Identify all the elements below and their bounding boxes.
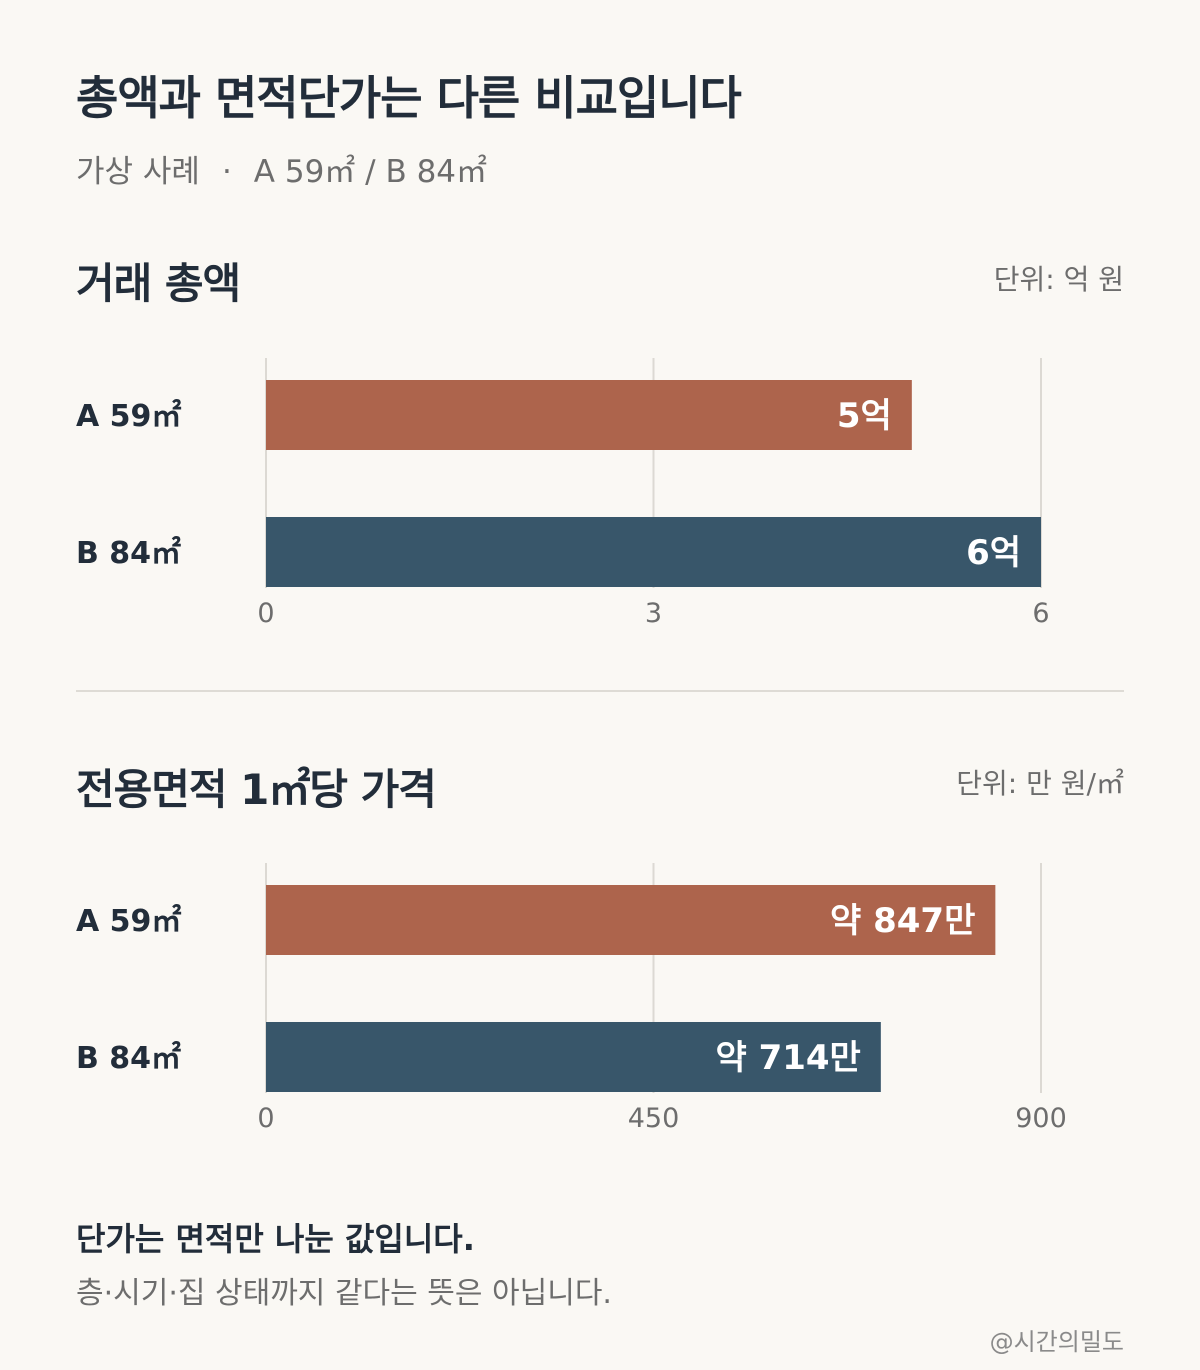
tick-label-2: 900 — [1015, 1103, 1067, 1134]
footer-note-bold: 단가는 면적만 나눈 값입니다. — [76, 1220, 475, 1258]
page-subtitle: 가상 사례 · A 59㎡ / B 84㎡ — [76, 146, 487, 191]
chart-2-title: 전용면적 1㎡당 가격 — [76, 765, 437, 814]
bar-value-label: 약 847만 — [830, 901, 975, 941]
bar-b — [266, 1022, 881, 1092]
credit: @시간의밀도 — [989, 1328, 1124, 1356]
category-label: B 84㎡ — [76, 1041, 181, 1076]
chart-1-unit: 단위: 억 원 — [993, 263, 1124, 296]
footer-note: 층·시기·집 상태까지 같다는 뜻은 아닙니다. — [76, 1276, 612, 1311]
page-title: 총액과 면적단가는 다른 비교입니다 — [76, 71, 742, 125]
unit-price-chart: 0 450 900 A 59㎡ 약 847만 B 84㎡ 약 714만 — [76, 863, 1067, 1134]
bar-value-label: 5억 — [837, 396, 892, 436]
subtitle-left: 가상 사례 — [76, 154, 200, 190]
bar-a — [266, 885, 996, 955]
tick-label-0: 0 — [257, 598, 274, 629]
category-label: B 84㎡ — [76, 536, 181, 571]
category-label: A 59㎡ — [76, 904, 181, 939]
tick-label-1: 3 — [645, 598, 662, 629]
bar-value-label: 6억 — [966, 533, 1021, 573]
tick-label-2: 6 — [1032, 598, 1049, 629]
bar-b — [266, 517, 1041, 587]
subtitle-right: A 59㎡ / B 84㎡ — [253, 154, 488, 190]
chart-2-unit: 단위: 만 원/㎡ — [956, 767, 1124, 800]
section-divider — [76, 690, 1124, 692]
bar-value-label: 약 714만 — [715, 1038, 860, 1078]
subtitle-separator: · — [221, 154, 232, 190]
total-price-chart: 0 3 6 A 59㎡ 5억 B 84㎡ 6억 — [76, 358, 1050, 629]
bar-a — [266, 380, 912, 450]
tick-label-0: 0 — [257, 1103, 274, 1134]
chart-1-title: 거래 총액 — [76, 259, 241, 308]
category-label: A 59㎡ — [76, 399, 181, 434]
tick-label-1: 450 — [628, 1103, 680, 1134]
